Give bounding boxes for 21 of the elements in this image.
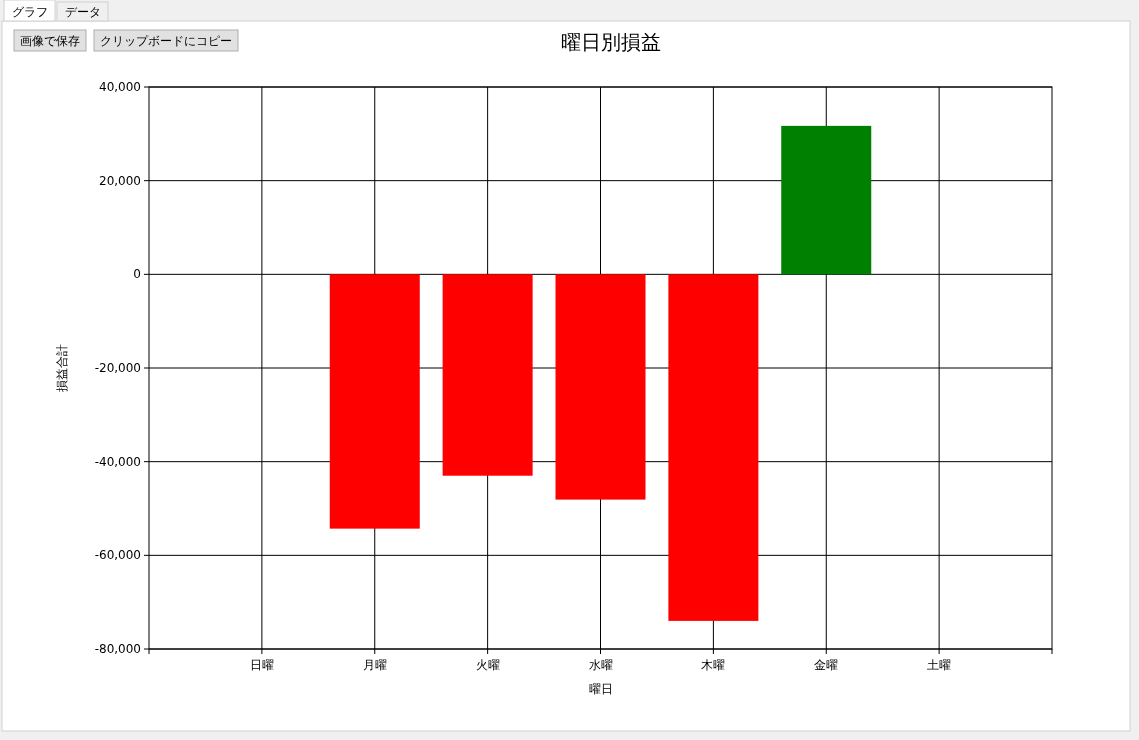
chart-title: 曜日別損益 [560, 30, 661, 54]
tab: グラフ [3, 0, 56, 22]
x-tick-label: 木曜 [701, 658, 726, 672]
y-tick-label: 0 [133, 267, 141, 282]
y-tick-label: 40,000 [99, 80, 141, 94]
x-tick-label: 土曜 [927, 658, 952, 672]
y-tick-label: -40,000 [94, 454, 141, 469]
button: クリップボードにコピー [93, 29, 239, 52]
y-tick-label: 20,000 [99, 173, 141, 188]
x-tick-label: 金曜 [814, 658, 839, 672]
y-axis-title: 損益合計 [55, 344, 69, 392]
y-tick-label: -20,000 [94, 361, 141, 375]
x-tick-label: 月曜 [362, 658, 387, 672]
tab: データ [56, 1, 109, 22]
button: 画像で保存 [13, 29, 87, 52]
x-tick-label: 火曜 [475, 658, 500, 672]
y-tick-label: -60,000 [94, 548, 141, 563]
y-tick-label: -80,000 [94, 642, 141, 656]
x-tick-label: 水曜 [588, 658, 613, 672]
x-tick-label: 日曜 [249, 658, 274, 672]
x-axis-title: 曜日 [588, 682, 613, 696]
